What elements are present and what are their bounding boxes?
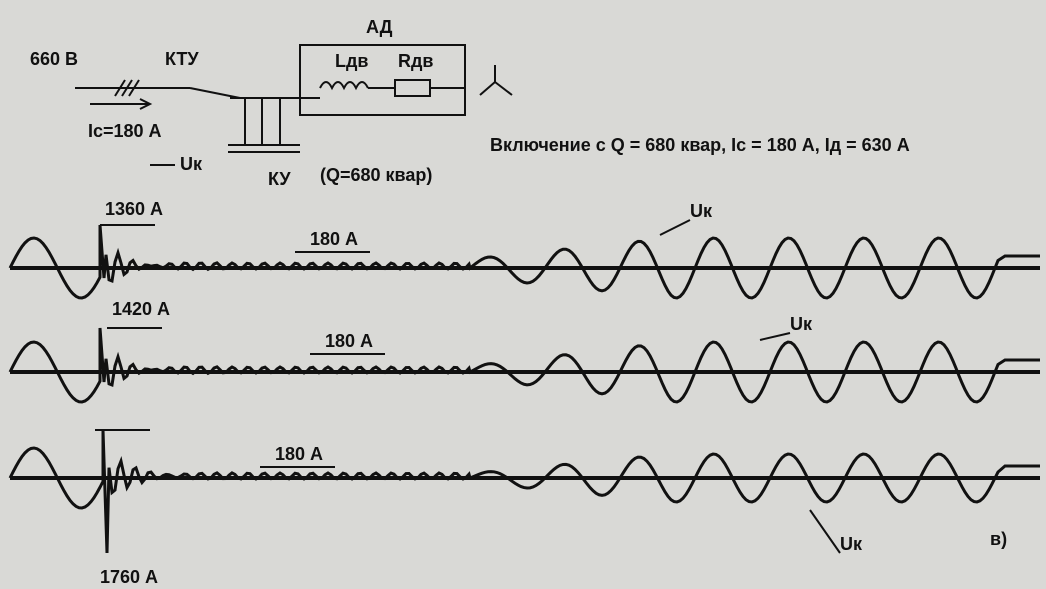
voltage-label: Uк — [790, 314, 813, 334]
source-label: 660 В — [30, 49, 78, 69]
current-trace — [10, 225, 1040, 298]
circuit: 660 В КТУ АД Lдв Rдв Ic=180 А Uк КУ (Q=6… — [30, 17, 512, 189]
current-trace — [10, 328, 1040, 402]
resistance-label: Rдв — [398, 51, 434, 71]
current-trace — [10, 430, 1040, 553]
peak-label: 1420 А — [112, 299, 170, 319]
panel-label: в) — [990, 529, 1007, 549]
voltage-label: Uк — [840, 534, 863, 554]
voltage-pointer — [660, 220, 690, 235]
peak-label: 1760 А — [100, 567, 158, 587]
switch-label: КТУ — [165, 49, 199, 69]
steady-label: 180 А — [325, 331, 373, 351]
peak-label: 1360 А — [105, 199, 163, 219]
steady-label: 180 А — [310, 229, 358, 249]
compensator-label: КУ — [268, 169, 291, 189]
steady-label: 180 А — [275, 444, 323, 464]
voltage-label: Uк — [690, 201, 713, 221]
compensator-power: (Q=680 квар) — [320, 165, 432, 185]
motor-label: АД — [366, 17, 393, 37]
voltage-pointer — [810, 510, 840, 553]
figure: 660 В КТУ АД Lдв Rдв Ic=180 А Uк КУ (Q=6… — [0, 0, 1046, 589]
voltage-label: Uк — [180, 154, 203, 174]
caption: Включение с Q = 680 квар, Ic = 180 А, Iд… — [490, 135, 910, 155]
current-label: Ic=180 А — [88, 121, 162, 141]
voltage-pointer — [760, 333, 790, 340]
inductance-label: Lдв — [335, 51, 369, 71]
page: {"circuit":{"source":"660 В","switch":"К… — [0, 0, 1046, 589]
